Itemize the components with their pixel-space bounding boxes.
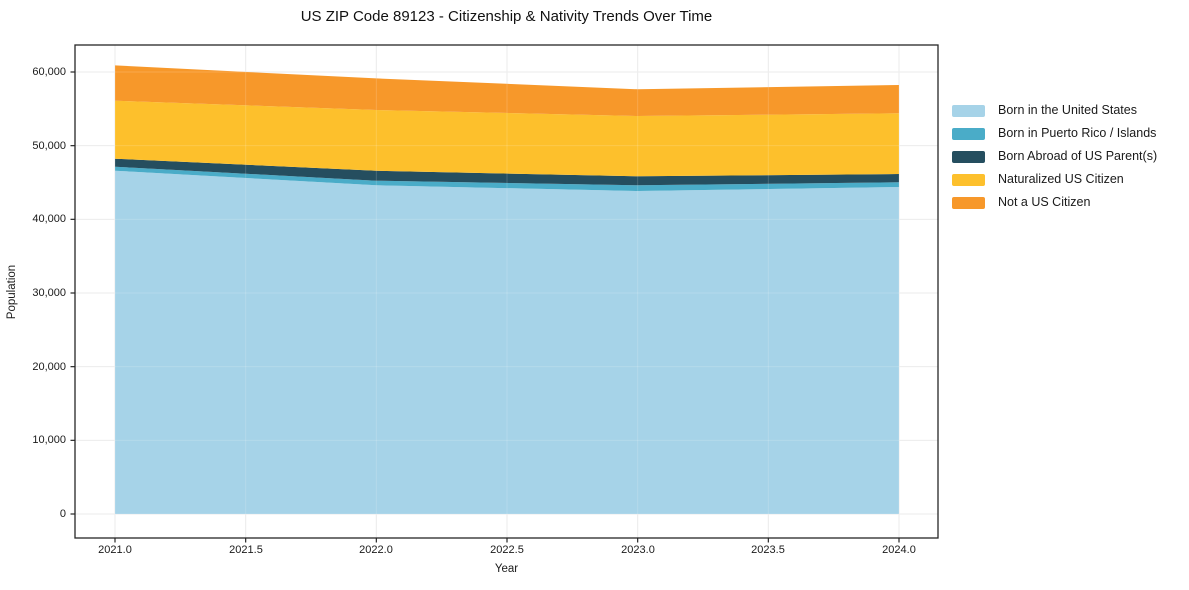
xtick-2024.0: 2024.0	[882, 544, 916, 556]
ytick-40000: 40,000	[32, 213, 66, 225]
x-axis-title: Year	[494, 563, 519, 575]
xtick-2022.5: 2022.5	[490, 544, 524, 556]
legend-label: Born in Puerto Rico / Islands	[998, 126, 1157, 140]
xtick-2021.0: 2021.0	[98, 544, 132, 556]
legend-label: Born Abroad of US Parent(s)	[998, 149, 1158, 163]
xtick-2022.0: 2022.0	[359, 544, 393, 556]
legend: Born in the United States Born in Puerto…	[952, 104, 1157, 209]
ytick-60000: 60,000	[32, 66, 66, 78]
legend-item-not-citizen: Not a US Citizen	[952, 196, 1157, 209]
xtick-2023.5: 2023.5	[751, 544, 785, 556]
legend-swatch-born-in-us-icon	[952, 104, 985, 117]
legend-label: Not a US Citizen	[998, 195, 1091, 209]
xtick-2021.5: 2021.5	[229, 544, 263, 556]
legend-swatch-puerto-rico-icon	[952, 127, 985, 140]
legend-label: Born in the United States	[998, 103, 1137, 117]
ytick-0: 0	[59, 508, 66, 520]
ytick-50000: 50,000	[32, 140, 66, 152]
legend-label: Naturalized US Citizen	[998, 172, 1124, 186]
xtick-2023.0: 2023.0	[621, 544, 655, 556]
legend-swatch-born-abroad-icon	[952, 150, 985, 163]
legend-item-naturalized: Naturalized US Citizen	[952, 173, 1157, 186]
ytick-20000: 20,000	[32, 361, 66, 373]
legend-swatch-naturalized-icon	[952, 173, 985, 186]
ytick-30000: 30,000	[32, 287, 66, 299]
legend-item-born-abroad: Born Abroad of US Parent(s)	[952, 150, 1157, 163]
legend-item-born-in-us: Born in the United States	[952, 104, 1157, 117]
y-axis-title: Population	[6, 264, 18, 320]
legend-swatch-not-citizen-icon	[952, 196, 985, 209]
ytick-10000: 10,000	[32, 434, 66, 446]
chart-title: US ZIP Code 89123 - Citizenship & Nativi…	[300, 8, 713, 25]
legend-item-puerto-rico: Born in Puerto Rico / Islands	[952, 127, 1157, 140]
